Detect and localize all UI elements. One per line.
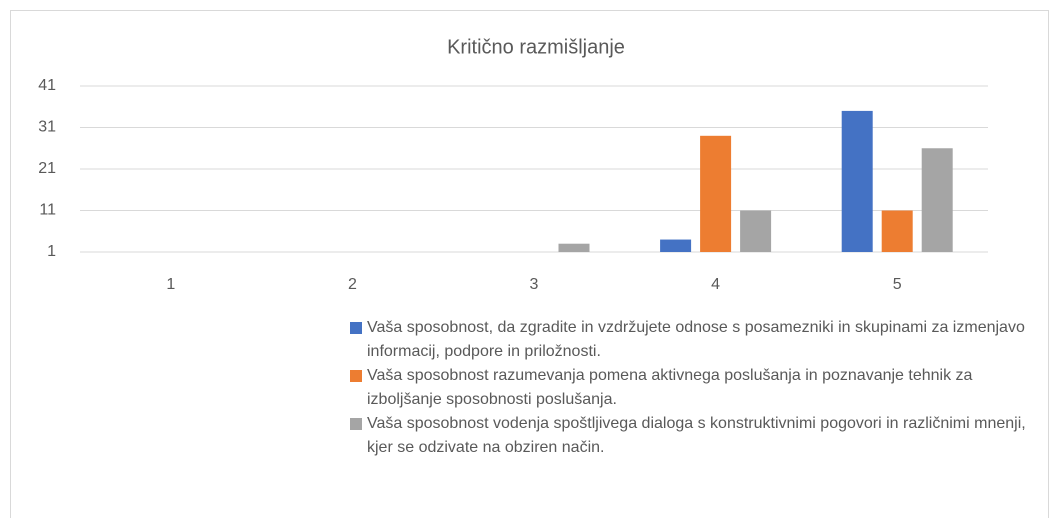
chart-border xyxy=(10,10,1049,518)
bar xyxy=(881,210,913,252)
bar xyxy=(700,135,732,252)
legend: Vaša sposobnost, da zgradite in vzdržuje… xyxy=(350,316,1040,460)
legend-item: Vaša sposobnost vodenja spoštljivega dia… xyxy=(350,412,1040,460)
y-tick-label: 1 xyxy=(47,243,56,260)
legend-item: Vaša sposobnost razumevanja pomena aktiv… xyxy=(350,364,1040,412)
bar xyxy=(558,243,590,252)
x-tick-label: 2 xyxy=(348,276,357,293)
bar xyxy=(660,239,692,252)
y-tick-label: 31 xyxy=(38,119,56,136)
chart-title: Kritično razmišljanje xyxy=(447,36,625,58)
bar xyxy=(740,210,772,252)
legend-swatch xyxy=(350,418,362,430)
x-tick-label: 4 xyxy=(711,276,720,293)
y-tick-label: 41 xyxy=(38,77,56,94)
legend-swatch xyxy=(350,370,362,382)
legend-label: Vaša sposobnost razumevanja pomena aktiv… xyxy=(367,367,973,408)
legend-swatch xyxy=(350,322,362,334)
bar xyxy=(841,110,873,253)
bar xyxy=(921,148,953,252)
legend-item: Vaša sposobnost, da zgradite in vzdržuje… xyxy=(350,316,1040,364)
x-tick-label: 1 xyxy=(166,276,175,293)
x-tick-label: 3 xyxy=(530,276,539,293)
y-tick-label: 21 xyxy=(38,160,56,177)
legend-label: Vaša sposobnost vodenja spoštljivega dia… xyxy=(367,415,1026,456)
legend-label: Vaša sposobnost, da zgradite in vzdržuje… xyxy=(367,319,1025,360)
x-tick-label: 5 xyxy=(893,276,902,293)
y-tick-label: 11 xyxy=(39,202,56,219)
